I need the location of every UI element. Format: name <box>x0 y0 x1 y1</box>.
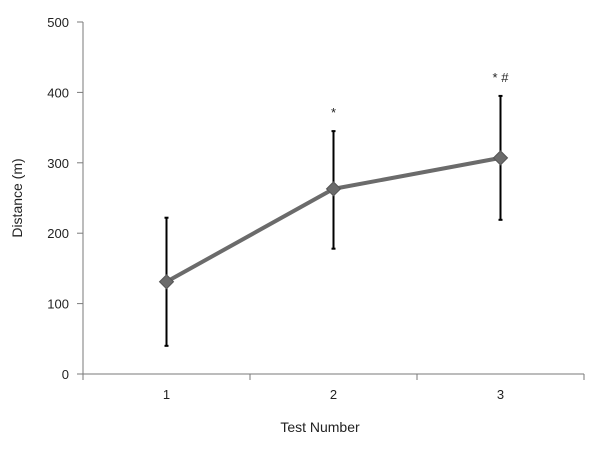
y-tick-label: 0 <box>62 367 69 382</box>
y-tick-label: 300 <box>47 156 69 171</box>
x-tick-labels: 1 2 3 <box>163 387 504 402</box>
y-tick-label: 100 <box>47 297 69 312</box>
annotations: * * # <box>331 70 509 120</box>
axes <box>82 22 584 375</box>
x-tick-label: 3 <box>497 387 504 402</box>
y-ticks <box>77 21 83 375</box>
x-ticks <box>82 374 585 380</box>
data-point <box>325 181 342 197</box>
y-tick-label: 400 <box>47 85 69 100</box>
y-tick-label: 200 <box>47 226 69 241</box>
error-bars <box>164 94 503 347</box>
significance-annotation: * # <box>493 70 510 85</box>
markers <box>158 150 509 290</box>
y-axis-title: Distance (m) <box>9 158 25 237</box>
y-tick-labels: 0 100 200 300 400 500 <box>47 15 69 382</box>
significance-annotation: * <box>331 105 336 120</box>
x-tick-label: 1 <box>163 387 170 402</box>
y-tick-label: 500 <box>47 15 69 30</box>
data-point <box>158 274 175 290</box>
x-axis-title: Test Number <box>280 419 360 435</box>
data-point <box>492 150 509 166</box>
x-tick-label: 2 <box>330 387 337 402</box>
